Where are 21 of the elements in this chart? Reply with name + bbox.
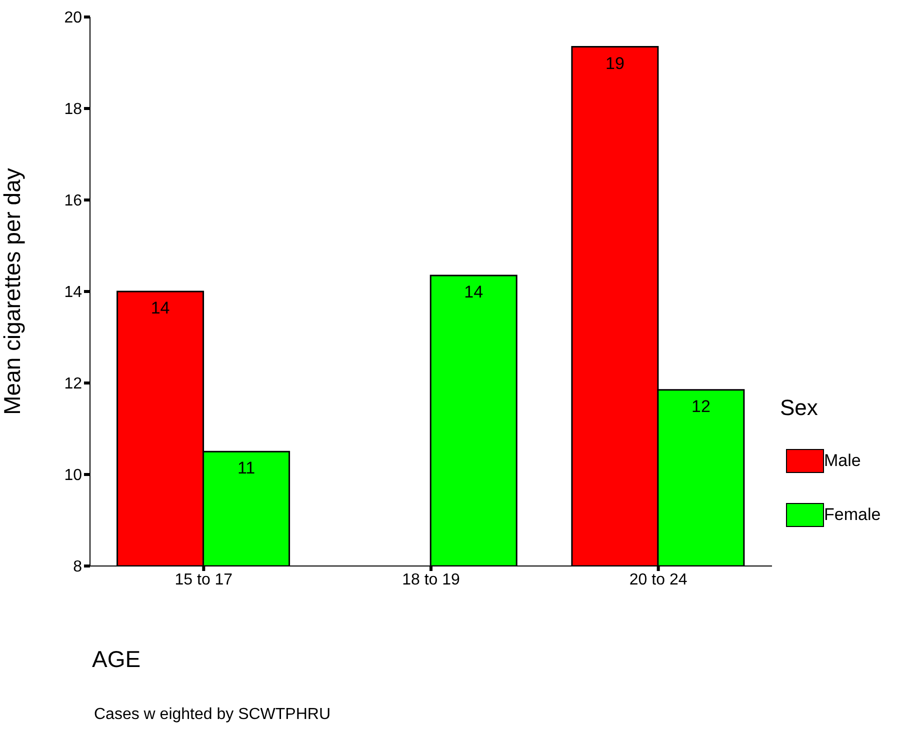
data-label: 19: [605, 54, 624, 73]
data-label: 12: [691, 396, 710, 416]
y-tick-label: 20: [64, 10, 82, 27]
y-tick-label: 12: [64, 376, 82, 393]
legend-title: Sex: [780, 395, 819, 421]
x-tick-label: 18 to 19: [402, 571, 460, 588]
data-label: 14: [150, 298, 170, 318]
legend-label: Female: [824, 505, 881, 525]
text: Cases w eighted by SCWTPHRU: [94, 706, 331, 724]
x-axis-title: AGE: [92, 646, 141, 673]
y-tick-label: 16: [64, 192, 82, 210]
x-tick-label: 20 to 24: [629, 571, 688, 588]
y-tick-label: 8: [73, 558, 82, 576]
y-tick-label: 10: [64, 467, 82, 484]
y-axis-title: Mean cigarettes per day: [0, 168, 26, 415]
data-label: 14: [464, 282, 484, 302]
y-tick-label: 18: [64, 101, 82, 118]
y-tick-label: 14: [64, 284, 82, 302]
legend-label: Male: [824, 451, 861, 471]
data-label: 11: [237, 458, 256, 478]
x-tick-label: 15 to 17: [174, 571, 233, 588]
